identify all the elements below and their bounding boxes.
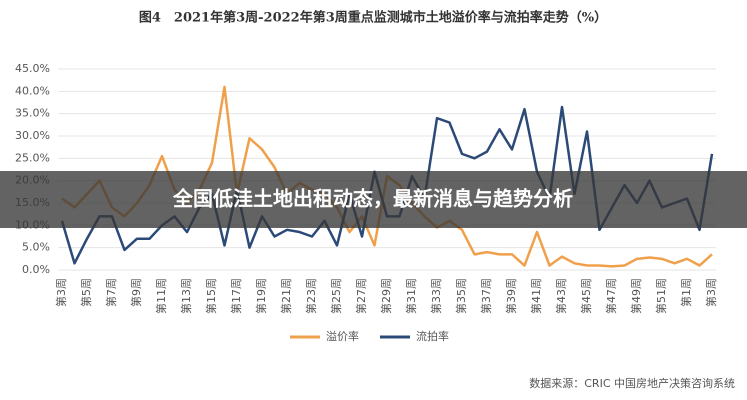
x-tick-label: 第1周 bbox=[679, 278, 693, 307]
y-tick-label: 35.0% bbox=[15, 107, 50, 120]
legend-label: 流拍率 bbox=[416, 329, 449, 343]
banner-text: 全国低洼土地出租动态，最新消息与趋势分析 bbox=[172, 187, 573, 211]
x-tick-label: 第37周 bbox=[479, 278, 493, 314]
x-tick-label: 第15周 bbox=[204, 278, 218, 314]
x-tick-label: 第11周 bbox=[154, 278, 168, 314]
x-tick-label: 第21周 bbox=[279, 278, 293, 314]
x-tick-label: 第5周 bbox=[79, 278, 93, 307]
x-tick-label: 第29周 bbox=[379, 278, 393, 314]
source: 数据来源：CRIC 中国房地产决策咨询系统 bbox=[529, 376, 735, 390]
x-tick-label: 第33周 bbox=[429, 278, 443, 314]
x-tick-label: 第41周 bbox=[529, 278, 543, 314]
y-tick-label: 40.0% bbox=[15, 84, 50, 97]
x-tick-label: 第25周 bbox=[329, 278, 343, 314]
y-tick-label: 5.0% bbox=[22, 241, 50, 254]
x-tick-label: 第45周 bbox=[579, 278, 593, 314]
y-tick-label: 25.0% bbox=[15, 151, 50, 164]
x-tick-label: 第43周 bbox=[554, 278, 568, 314]
x-tick-label: 第39周 bbox=[504, 278, 518, 314]
x-tick-label: 第13周 bbox=[179, 278, 193, 314]
x-tick-label: 第9周 bbox=[129, 278, 143, 307]
x-tick-label: 第3周 bbox=[704, 278, 718, 307]
x-tick-label: 第3周 bbox=[54, 278, 68, 307]
x-tick-label: 第51周 bbox=[654, 278, 668, 314]
x-tick-label: 第49周 bbox=[629, 278, 643, 314]
x-tick-label: 第17周 bbox=[229, 278, 243, 314]
x-tick-label: 第31周 bbox=[404, 278, 418, 314]
x-tick-label: 第47周 bbox=[604, 278, 618, 314]
x-tick-label: 第35周 bbox=[454, 278, 468, 314]
x-tick-label: 第23周 bbox=[304, 278, 318, 314]
x-tick-label: 第27周 bbox=[354, 278, 368, 314]
y-tick-label: 0.0% bbox=[22, 263, 50, 276]
chart-title: 图4 2021年第3周-2022年第3周重点监测城市土地溢价率与流拍率走势（%） bbox=[139, 10, 607, 26]
banner-background bbox=[0, 171, 747, 228]
x-tick-label: 第19周 bbox=[254, 278, 268, 314]
y-tick-label: 30.0% bbox=[15, 129, 50, 142]
legend-label: 溢价率 bbox=[326, 329, 359, 343]
x-tick-label: 第7周 bbox=[104, 278, 118, 307]
y-tick-label: 45.0% bbox=[15, 62, 50, 75]
